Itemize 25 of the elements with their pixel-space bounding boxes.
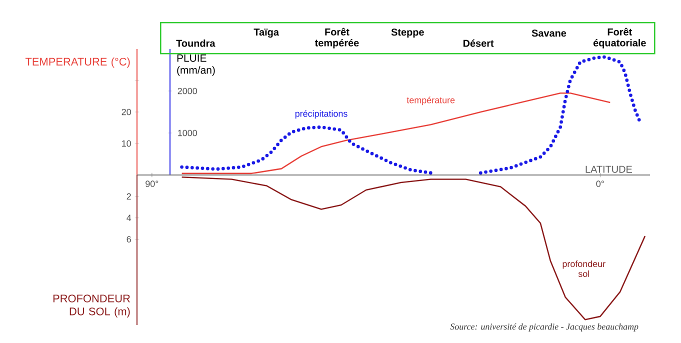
text: Taïga <box>254 28 280 38</box>
y-axis-title: PROFONDEUR DU SOL (m) <box>53 294 130 318</box>
y-axis-title: TEMPERATURE (°C) <box>25 58 130 68</box>
text: Savane <box>532 30 566 37</box>
text: Forêt équatoriale <box>593 28 646 48</box>
y-tick-label: 2 <box>126 193 131 200</box>
y-tick-label: 10 <box>122 140 131 147</box>
series-label: profondeur sol <box>562 260 606 277</box>
x-tick-label: 90° <box>146 180 158 187</box>
series-label: température <box>406 96 455 106</box>
y2-tick-label: 2000 <box>178 88 197 94</box>
x-axis-title: LATITUDE <box>586 166 632 173</box>
annotation: Source: université de picardie - Jacques beauchamp <box>450 323 638 332</box>
text: Désert <box>463 39 494 47</box>
text: Steppe <box>391 28 424 38</box>
y2-tick-label: 1000 <box>178 130 197 136</box>
line-series <box>181 176 646 320</box>
text: Forêt tempérée <box>314 28 359 48</box>
x-tick-label: 0° <box>596 180 604 187</box>
text: Toundra <box>176 39 216 47</box>
series-label: précipitations <box>295 110 348 119</box>
y-tick-label: 4 <box>126 214 132 221</box>
y-tick-label: 20 <box>122 108 131 116</box>
y-tick-label: 6 <box>126 236 131 242</box>
y2-axis-title: PLUIE (mm/an) <box>177 54 215 76</box>
